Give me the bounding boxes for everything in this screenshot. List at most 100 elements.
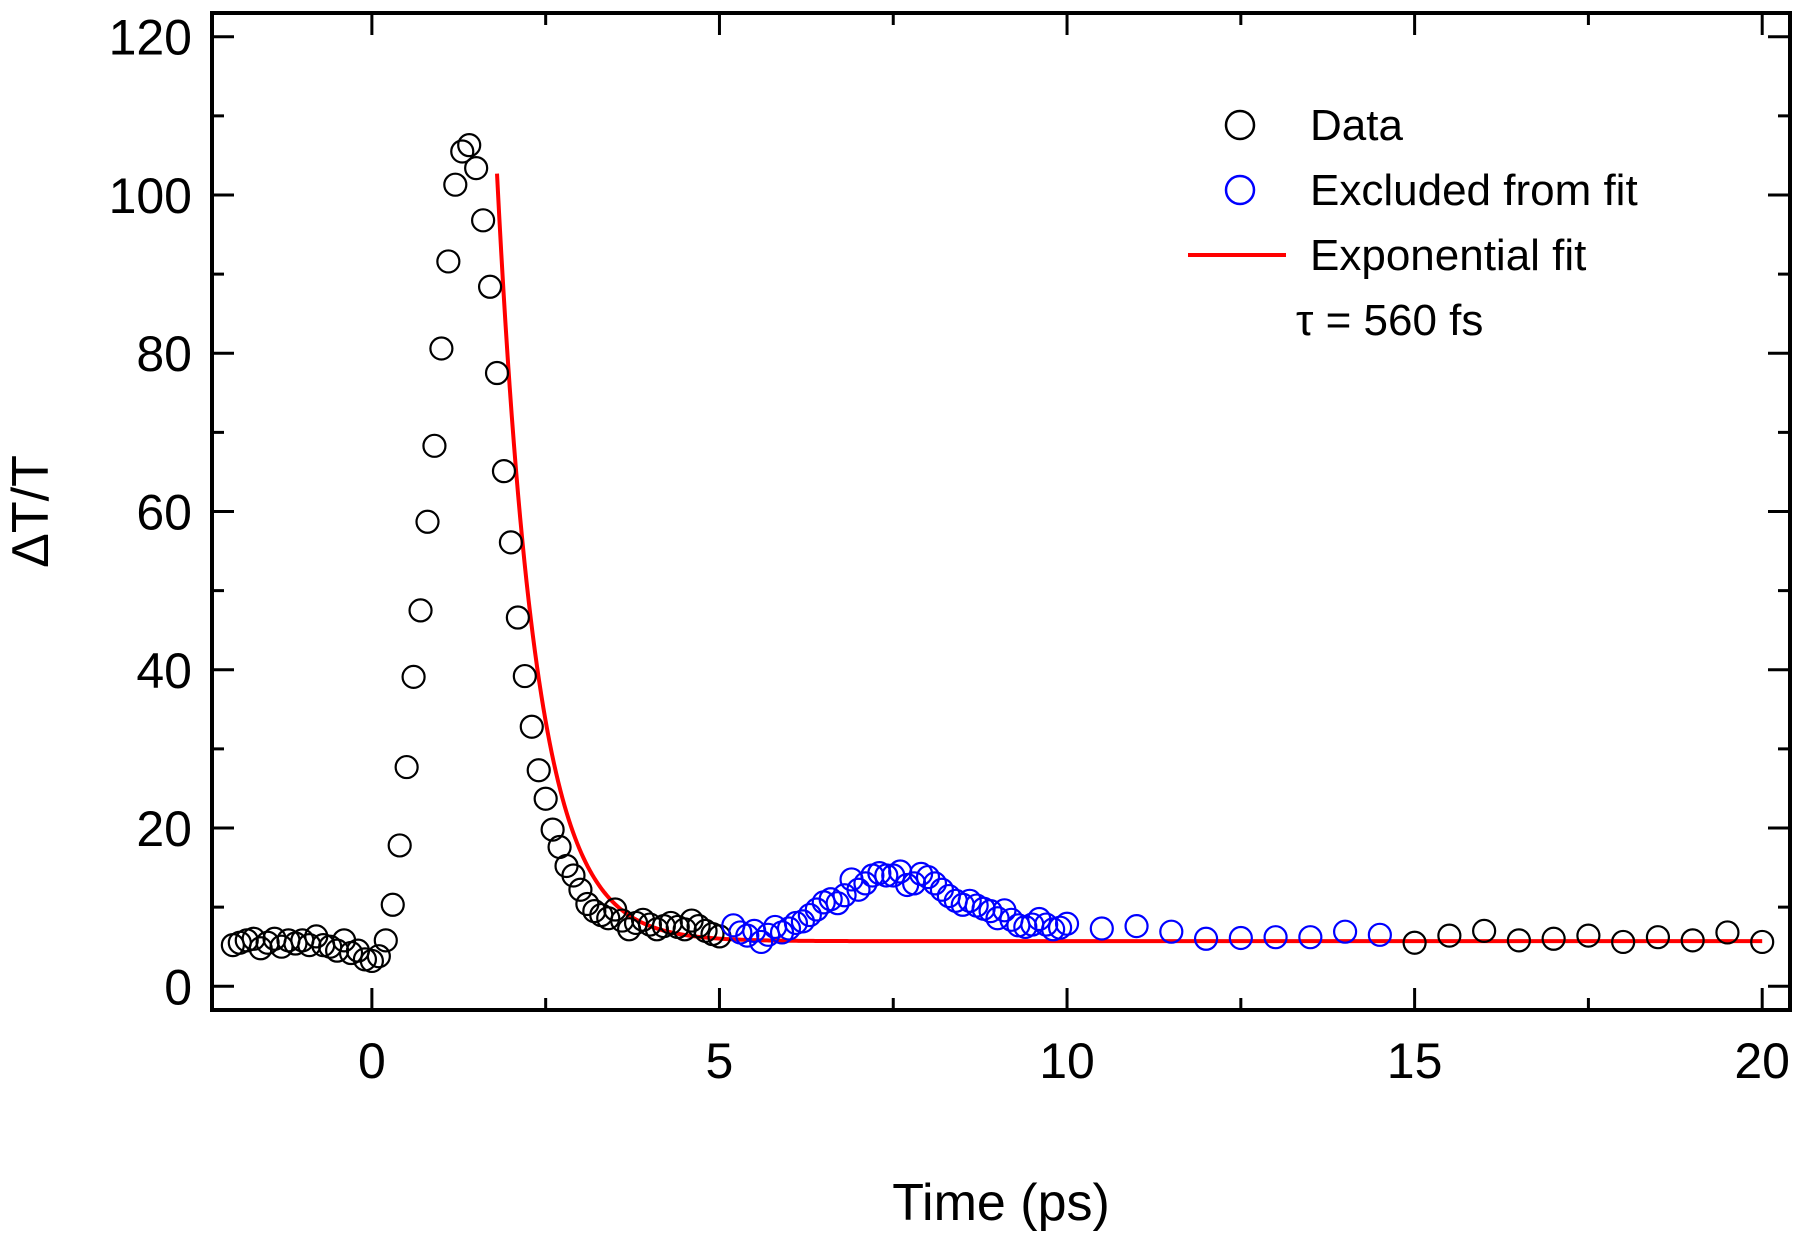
plot-frame [210, 11, 1792, 1012]
data-point [429, 336, 454, 361]
data-point [1611, 929, 1636, 955]
excluded-point [818, 887, 843, 912]
data-point [1541, 926, 1566, 951]
y-tick-label: 100 [109, 168, 192, 224]
excluded-point [1020, 912, 1045, 937]
data-point [1645, 925, 1671, 950]
data-point [1680, 928, 1705, 953]
data-point [1506, 928, 1531, 953]
data-point [387, 833, 412, 858]
y-tick-label: 40 [136, 643, 192, 699]
data-point [491, 459, 517, 484]
excluded-point [922, 871, 948, 896]
excluded-point [1193, 926, 1219, 951]
excluded-point [1047, 915, 1073, 940]
excluded-point [846, 877, 871, 902]
x-tick-label: 10 [1039, 1033, 1095, 1089]
excluded-point [1298, 925, 1323, 950]
excluded-point [1263, 925, 1288, 950]
y-tick-label: 120 [109, 10, 192, 66]
excluded-point [1333, 919, 1358, 944]
excluded-point [1124, 914, 1149, 939]
data-point [450, 139, 475, 164]
legend-label-excluded: Excluded from fit [1310, 166, 1638, 215]
excluded-point [776, 916, 802, 941]
data-point [359, 948, 384, 974]
excluded-point [825, 891, 850, 916]
legend-marker-data [1224, 109, 1256, 141]
y-axis-title: ΔT/T [2, 455, 60, 568]
data-point [366, 944, 391, 969]
excluded-point [985, 906, 1010, 931]
data-point [561, 863, 586, 888]
annotation-tau: τ = 560 fs [1296, 296, 1483, 345]
excluded-point [957, 888, 982, 913]
data-point [1715, 920, 1740, 945]
data-point [1576, 923, 1601, 948]
excluded-point [874, 863, 899, 888]
excluded-point [832, 883, 857, 908]
excluded-point [978, 898, 1003, 924]
excluded-point [1159, 919, 1184, 944]
fit-layer [495, 173, 1763, 944]
fit-curve [495, 173, 1763, 944]
excluded-point [749, 929, 774, 955]
data-point [408, 598, 433, 623]
excluded-point [1228, 925, 1253, 951]
excluded-point [1089, 916, 1114, 941]
data-point [394, 754, 419, 780]
x-tick-label: 20 [1734, 1033, 1790, 1089]
data-point [457, 133, 482, 158]
data-point [373, 928, 398, 953]
legend-marker-excluded [1224, 174, 1256, 206]
excluded-point [1054, 911, 1080, 936]
data-point [422, 433, 447, 458]
data-point [533, 786, 558, 811]
legend-label-data: Data [1310, 101, 1403, 150]
legend: Data Excluded from fit Exponential fit τ… [1188, 101, 1638, 345]
data-point [290, 928, 315, 953]
excluded-point [915, 864, 941, 890]
x-tick-label: 15 [1387, 1033, 1443, 1089]
x-tick-label: 5 [706, 1033, 734, 1089]
excluded-point [929, 877, 955, 902]
data-point [401, 664, 426, 689]
legend-label-fit: Exponential fit [1310, 231, 1586, 280]
data-point [519, 714, 544, 739]
data-point [477, 274, 503, 299]
axes-layer: 0 5 10 15 20 0 20 40 60 80 100 120 [109, 10, 1792, 1089]
excluded-point [797, 902, 822, 928]
data-point [380, 892, 405, 917]
data-point [464, 155, 489, 181]
y-tick-label: 20 [136, 801, 192, 857]
x-axis-title: Time (ps) [892, 1174, 1110, 1232]
data-point [512, 663, 537, 689]
data-point [1472, 918, 1497, 943]
excluded-point [1034, 912, 1059, 937]
data-point [540, 817, 565, 842]
data-point [686, 914, 711, 939]
excluded-point [888, 859, 913, 884]
points-layer [220, 133, 1775, 974]
y-tick-label: 60 [136, 485, 192, 541]
data-point [1437, 923, 1462, 948]
data-point [505, 605, 530, 630]
data-point [1750, 929, 1775, 955]
data-point [568, 877, 593, 902]
y-tick-label: 80 [136, 326, 192, 382]
data-point [610, 908, 635, 933]
data-point [436, 249, 461, 274]
data-point [596, 906, 621, 931]
data-point [415, 509, 440, 534]
excluded-point [1367, 922, 1392, 947]
excluded-point [735, 923, 760, 948]
data-point [443, 172, 468, 197]
data-point [471, 208, 496, 233]
y-tick-label: 0 [164, 959, 192, 1015]
data-point [498, 530, 524, 555]
excluded-point [790, 909, 815, 934]
data-point [1402, 930, 1427, 955]
x-tick-label: 0 [358, 1033, 386, 1089]
data-point [484, 360, 510, 386]
